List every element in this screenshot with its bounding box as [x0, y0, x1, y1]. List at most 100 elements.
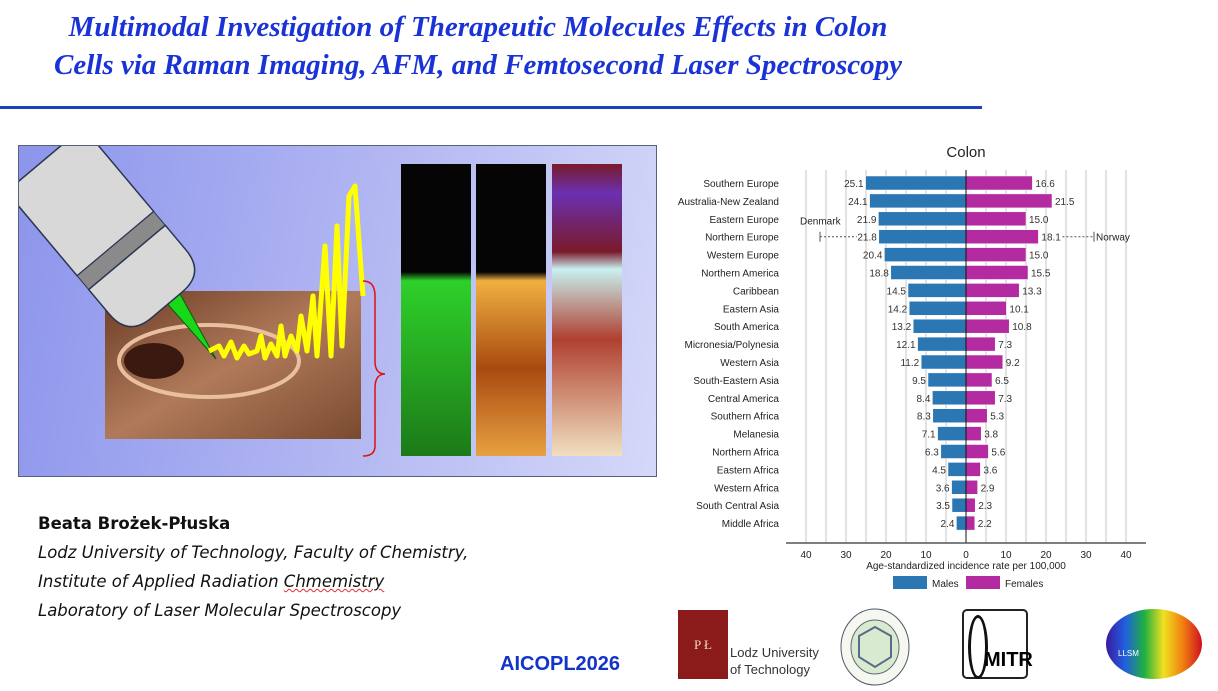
legend-swatch-females: [966, 576, 1000, 589]
category-label: Western Africa: [714, 483, 779, 494]
data-label-females: 5.6: [991, 448, 1005, 459]
bar-females: [965, 265, 1029, 280]
data-label-females: 15.0: [1029, 251, 1049, 262]
legend-label-males: Males: [932, 579, 959, 590]
bar-females: [965, 175, 1033, 191]
x-tick-label: 10: [1000, 550, 1012, 561]
data-label-males: 11.2: [900, 358, 919, 369]
faculty-of-chemistry-logo: [840, 608, 910, 686]
data-label-males: 13.2: [892, 322, 912, 333]
bar-females: [965, 444, 989, 459]
bar-males: [951, 480, 967, 495]
affiliation-line-1: Lodz University of Technology, Faculty o…: [38, 543, 469, 562]
slide-title: Multimodal Investigation of Therapeutic …: [0, 8, 956, 84]
data-label-males: 18.8: [869, 269, 889, 280]
data-label-females: 7.3: [998, 394, 1012, 405]
data-label-males: 20.4: [863, 251, 883, 262]
data-label-males: 8.4: [916, 394, 930, 405]
data-label-females: 15.0: [1029, 215, 1049, 226]
mitr-logo-text: MITR: [984, 649, 1033, 671]
x-tick-label: 40: [800, 550, 812, 561]
data-label-females: 2.2: [978, 519, 992, 530]
category-label: Eastern Europe: [710, 215, 780, 226]
bar-males: [884, 247, 967, 262]
data-label-females: 3.8: [984, 430, 998, 441]
lodz-university-logo: P Ł: [678, 610, 728, 679]
bar-males: [878, 229, 967, 244]
data-label-males: 8.3: [917, 412, 931, 423]
data-label-males: 14.2: [888, 304, 908, 315]
data-label-males: 24.1: [848, 197, 868, 208]
bar-males: [912, 318, 967, 334]
bar-males: [956, 515, 967, 531]
raman-illustration: [5, 126, 657, 477]
category-label: Australia-New Zealand: [678, 197, 779, 208]
misspelled-word: Chmemistry: [283, 572, 385, 591]
chart-title: Colon: [946, 144, 985, 161]
bar-males: [869, 193, 967, 209]
llsm-logo: LLSM: [1106, 609, 1202, 679]
data-label-males: 12.1: [896, 340, 916, 351]
bar-females: [965, 211, 1027, 227]
data-label-males: 2.4: [940, 519, 954, 530]
data-label-females: 2.3: [978, 501, 992, 512]
category-label: Western Europe: [707, 251, 780, 262]
illustration-graphic: [5, 126, 622, 457]
mitr-logo: MITR: [962, 609, 1033, 679]
bar-females: [965, 229, 1039, 244]
category-label: South-Eastern Asia: [693, 376, 779, 387]
affiliation-line-2: Institute of Applied Radiation Chmemistr…: [38, 567, 468, 596]
data-label-females: 10.1: [1009, 304, 1029, 315]
lodz-logo-line-1: Lodz University: [730, 645, 819, 660]
bar-females: [965, 497, 976, 513]
bar-females: [965, 336, 996, 352]
bar-males: [907, 283, 967, 298]
lodz-logo-line-2: of Technology: [730, 662, 810, 677]
category-label: Southern Europe: [703, 179, 779, 190]
category-label: Middle Africa: [722, 519, 780, 530]
data-label-males: 9.5: [912, 376, 926, 387]
bar-males: [927, 372, 967, 388]
data-label-males: 3.5: [936, 501, 950, 512]
data-label-females: 15.5: [1031, 269, 1051, 280]
legend-swatch-males: [893, 576, 927, 589]
data-label-females: 3.6: [983, 465, 997, 476]
category-label: Micronesia/Polynesia: [685, 340, 780, 351]
bar-females: [965, 283, 1020, 298]
data-label-males: 21.9: [857, 215, 877, 226]
bar-males: [920, 354, 967, 370]
raman-image-green: [401, 164, 471, 456]
category-label: South Central Asia: [696, 501, 779, 512]
category-label: Northern Africa: [712, 448, 779, 459]
category-label: Eastern Africa: [717, 465, 780, 476]
llsm-logo-text: LLSM: [1118, 649, 1139, 658]
category-label: Eastern Asia: [723, 304, 780, 315]
lodz-logo-mark: P Ł: [694, 637, 712, 652]
x-tick-label: 10: [920, 550, 932, 561]
bar-males: [908, 301, 967, 316]
bar-males: [951, 497, 967, 513]
data-label-females: 7.3: [998, 340, 1012, 351]
bar-females: [965, 372, 993, 388]
data-label-females: 18.1: [1041, 233, 1061, 244]
data-label-females: 21.5: [1055, 197, 1075, 208]
data-label-females: 10.8: [1012, 322, 1032, 333]
title-line-2: Cells via Raman Imaging, AFM, and Femtos…: [53, 49, 902, 81]
bar-males: [917, 336, 967, 352]
data-label-females: 6.5: [995, 376, 1009, 387]
bar-females: [965, 408, 988, 423]
x-tick-label: 30: [1080, 550, 1092, 561]
colon-incidence-chart: Colon Southern Europe 25.1 16.6 Australia-Ne…: [678, 144, 1146, 590]
data-label-females: 9.2: [1006, 358, 1020, 369]
raman-image-merged: [552, 164, 622, 456]
affiliation-2-text: Institute of Applied Radiation: [38, 572, 284, 591]
category-label: Southern Africa: [711, 412, 780, 423]
conference-label: AICOPL2026: [500, 653, 621, 675]
data-label-males: 25.1: [844, 179, 864, 190]
legend-label-females: Females: [1005, 579, 1043, 590]
category-label: Western Asia: [720, 358, 779, 369]
category-label: South America: [714, 322, 779, 333]
x-tick-label: 30: [840, 550, 852, 561]
bar-males: [940, 444, 967, 459]
x-tick-label: 40: [1120, 550, 1132, 561]
